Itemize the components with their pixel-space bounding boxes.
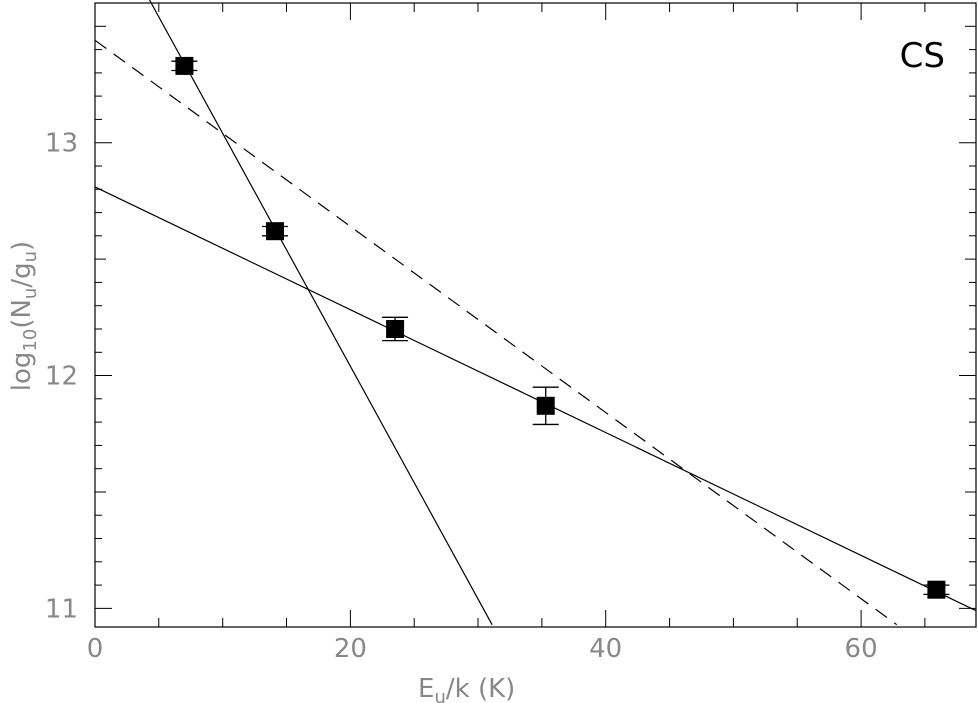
x-axis-title: Eu/k (K) <box>418 674 515 703</box>
solid-fit-line-0 <box>94 186 977 612</box>
data-point-2 <box>386 320 405 338</box>
y-axis-title-part-0: log <box>7 352 37 392</box>
data-point-3 <box>536 396 555 415</box>
y-axis-title-part-3: u <box>20 288 41 299</box>
y-axis-title: log10(Nu/gu) <box>7 241 41 391</box>
x-tick-label: 0 <box>87 634 104 664</box>
x-tick-labels: 0 20 40 60 <box>87 634 878 664</box>
axes-frame <box>94 2 977 628</box>
x-axis-title-rest: /k (K) <box>446 674 515 703</box>
dashed-fit-line-2 <box>94 39 898 626</box>
x-tick-label: 40 <box>589 634 622 664</box>
y-tick-labels: 11 12 13 <box>45 129 78 625</box>
x-axis-title-sub: u <box>434 687 445 703</box>
fit-lines <box>94 0 977 626</box>
solid-fit-line-1 <box>148 0 493 625</box>
y-tick-label: 11 <box>45 594 78 624</box>
x-axis-title-main: E <box>418 674 434 703</box>
data-point-0 <box>175 56 194 75</box>
y-axis-title-part-2: (N <box>7 299 37 329</box>
data-markers <box>175 56 946 599</box>
y-axis-title-part-1: 10 <box>20 329 41 352</box>
y-axis-title-part-4: /g <box>7 262 37 287</box>
y-axis-title-part-5: u <box>20 251 41 262</box>
data-point-4 <box>927 580 946 599</box>
plot-annotation: CS <box>900 36 945 76</box>
y-tick-label: 13 <box>45 129 78 159</box>
y-tick-label: 12 <box>45 362 78 392</box>
x-tick-label: 20 <box>334 634 367 664</box>
x-tick-label: 60 <box>845 634 878 664</box>
axis-ticks <box>94 2 976 627</box>
data-point-1 <box>266 222 284 241</box>
y-axis-title-part-6: ) <box>7 241 37 251</box>
